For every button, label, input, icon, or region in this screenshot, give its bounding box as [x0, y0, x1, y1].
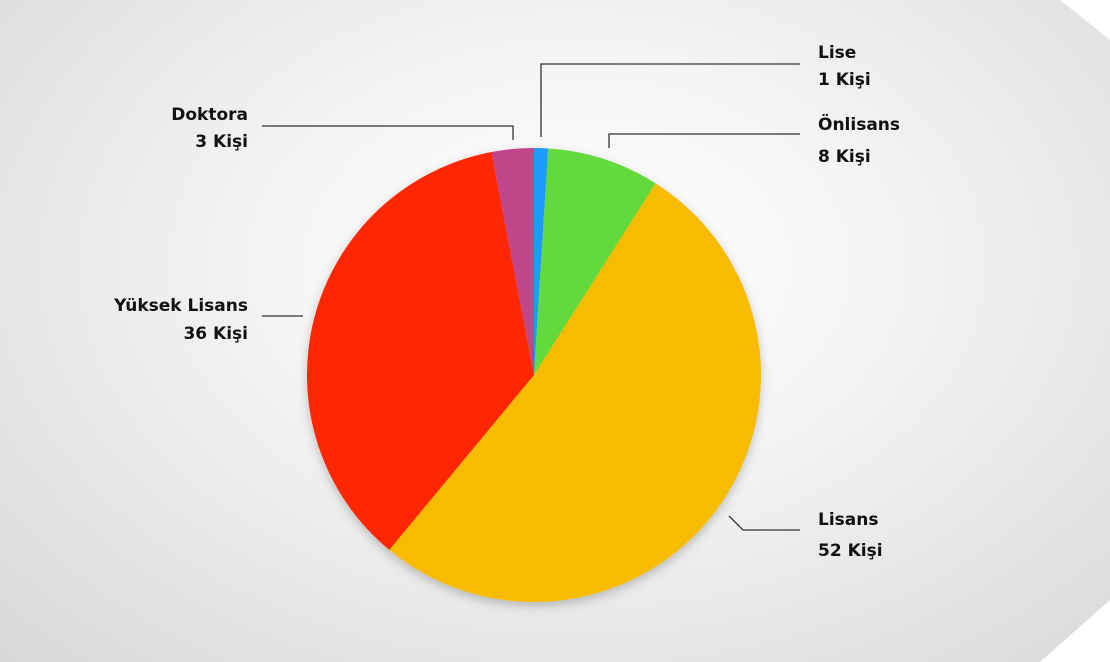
leader-line-doktora [262, 126, 513, 140]
slice-value-doktora: 3 Kişi [195, 132, 248, 152]
slice-value-lise: 1 Kişi [818, 70, 871, 90]
slice-value-lisans: 52 Kişi [818, 541, 883, 561]
slice-value-yuksek-lisans: 36 Kişi [183, 324, 248, 344]
slice-label-doktora: Doktora [171, 105, 248, 125]
slice-label-lisans: Lisans [818, 510, 878, 530]
slice-label-onlisans: Önlisans [818, 113, 900, 135]
leader-line-onlisans [609, 134, 800, 148]
leader-line-lise [541, 64, 800, 137]
slice-label-lise: Lise [818, 43, 856, 63]
leader-line-lisans [729, 516, 800, 530]
pie-slices [307, 148, 761, 602]
slice-label-yuksek-lisans: Yüksek Lisans [113, 296, 248, 316]
slice-value-onlisans: 8 Kişi [818, 147, 871, 167]
